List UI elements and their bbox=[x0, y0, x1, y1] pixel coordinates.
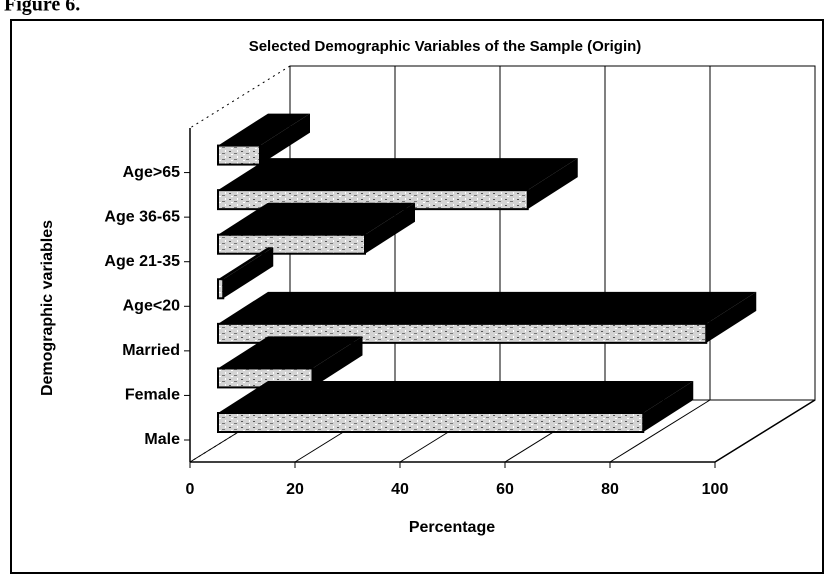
bar-side bbox=[527, 158, 578, 210]
x-tick-label: 40 bbox=[391, 481, 409, 498]
bar-front bbox=[217, 278, 225, 300]
bar-top bbox=[218, 336, 363, 369]
bar-top bbox=[218, 247, 274, 280]
y-tick-label: Age 36-65 bbox=[104, 208, 180, 225]
x-tick-label: 100 bbox=[702, 481, 729, 498]
bar bbox=[217, 158, 578, 211]
bar-top bbox=[218, 202, 415, 235]
bar-side bbox=[260, 113, 310, 165]
frame bbox=[10, 19, 824, 574]
bar-front bbox=[217, 144, 261, 166]
floor-grid-line bbox=[609, 399, 711, 463]
bar-side bbox=[312, 336, 363, 388]
bar-side bbox=[706, 291, 757, 343]
x-tick-label: 80 bbox=[601, 481, 619, 498]
bar bbox=[217, 381, 694, 433]
figure-heading: Figure 6. bbox=[4, 0, 80, 16]
x-tick-label: 0 bbox=[186, 481, 195, 498]
y-tick-label: Male bbox=[144, 431, 180, 448]
x-axis-label: Percentage bbox=[409, 519, 495, 536]
bar bbox=[217, 291, 757, 344]
y-axis-label: Demographic variables bbox=[39, 220, 56, 396]
x-tick-label: 20 bbox=[286, 481, 304, 498]
bar-top bbox=[218, 158, 578, 191]
y-tick-label: Age<20 bbox=[123, 298, 180, 315]
bar-top bbox=[218, 381, 694, 413]
bar bbox=[217, 202, 415, 255]
bar bbox=[217, 247, 274, 300]
y-tick-label: Age 21-35 bbox=[104, 253, 180, 270]
x-tick-label: 60 bbox=[496, 481, 514, 498]
bar bbox=[217, 113, 310, 166]
bar-top bbox=[218, 291, 757, 324]
bar-front bbox=[217, 412, 645, 433]
y-tick-label: Married bbox=[122, 342, 180, 359]
floor-grid-line bbox=[714, 399, 816, 463]
bar-side bbox=[223, 247, 274, 299]
y-tick-label: Age>65 bbox=[123, 164, 180, 181]
chart-title: Selected Demographic Variables of the Sa… bbox=[249, 38, 642, 55]
bar-side bbox=[643, 381, 694, 432]
bar-front bbox=[217, 233, 366, 255]
bar bbox=[217, 336, 363, 389]
bar-top bbox=[218, 113, 310, 146]
bar-side bbox=[365, 202, 415, 254]
y-tick-label: Female bbox=[125, 387, 180, 404]
